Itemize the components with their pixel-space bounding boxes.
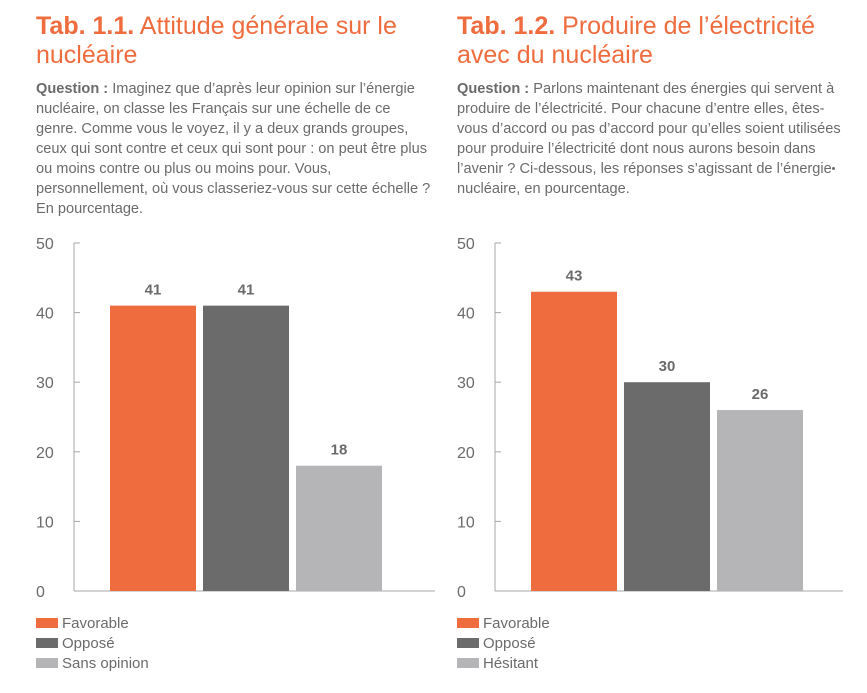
title-text: Attitude générale sur le nucléaire — [36, 12, 397, 69]
bar-value-label: 30 — [659, 358, 676, 375]
legend-label: Sans opinion — [62, 654, 149, 672]
legend-swatch — [36, 638, 58, 648]
question-body: Imaginez que d’après leur opinion sur l’… — [36, 81, 431, 217]
chart-panel-electricite: Tab. 1.2. Produire de l’électricité avec… — [457, 0, 867, 693]
y-tick-label: 30 — [36, 375, 54, 392]
y-tick-label: 10 — [457, 514, 475, 531]
legend-swatch — [36, 658, 58, 668]
question-text: Question : Parlons maintenant des énergi… — [457, 79, 855, 199]
y-tick-label: 20 — [457, 445, 475, 462]
legend-label: Favorable — [483, 614, 550, 632]
bar-value-label: 41 — [238, 282, 255, 299]
bar-chart-attitude: 0 10 20 30 40 50 41 41 18 — [36, 236, 435, 601]
bar-value-label: 26 — [752, 386, 769, 403]
title-text: Produire de l’électricité avec du nucléa… — [457, 12, 816, 69]
bar-value-label: 43 — [566, 268, 583, 285]
legend-label: Opposé — [62, 634, 115, 652]
legend-item: Favorable — [457, 613, 550, 633]
chart-panel-attitude: Tab. 1.1. Attitude générale sur le nuclé… — [36, 0, 451, 693]
question-body: Parlons maintenant des énergies qui serv… — [457, 81, 841, 197]
y-tick-label: 0 — [36, 584, 45, 601]
legend: Favorable Opposé Sans opinion — [36, 613, 149, 673]
legend-label: Opposé — [483, 634, 536, 652]
legend: Favorable Opposé Hésitant — [457, 613, 550, 673]
bar-favorable — [110, 305, 196, 591]
legend-label: Favorable — [62, 614, 129, 632]
legend-item: Favorable — [36, 613, 149, 633]
legend-swatch — [457, 658, 479, 668]
legend-swatch — [36, 618, 58, 628]
question-label: Question : — [457, 81, 530, 97]
table-number: Tab. 1.2. — [457, 12, 556, 40]
y-tick-label: 50 — [457, 236, 475, 253]
table-number: Tab. 1.1. — [36, 12, 135, 40]
chart-title: Tab. 1.1. Attitude générale sur le nuclé… — [36, 12, 441, 70]
legend-item: Sans opinion — [36, 653, 149, 673]
bar-favorable — [531, 291, 617, 591]
legend-item: Opposé — [457, 633, 550, 653]
bar-sans-opinion — [296, 465, 382, 591]
stray-dot — [832, 167, 835, 170]
bar-hésitant — [717, 410, 803, 591]
y-tick-label: 30 — [457, 375, 475, 392]
bar-opposé — [203, 305, 289, 591]
legend-label: Hésitant — [483, 654, 539, 672]
question-label: Question : — [36, 81, 109, 97]
y-tick-label: 50 — [36, 236, 54, 253]
y-tick-label: 40 — [457, 306, 475, 323]
bar-value-label: 41 — [145, 282, 162, 299]
y-tick-label: 20 — [36, 445, 54, 462]
bar-opposé — [624, 382, 710, 591]
y-tick-label: 40 — [36, 306, 54, 323]
legend-item: Hésitant — [457, 653, 550, 673]
legend-item: Opposé — [36, 633, 149, 653]
legend-swatch — [457, 638, 479, 648]
bar-chart-electricite: 0 10 20 30 40 50 43 30 26 — [457, 236, 843, 601]
question-text: Question : Imaginez que d’après leur opi… — [36, 79, 434, 219]
y-tick-label: 0 — [457, 584, 466, 601]
chart-title: Tab. 1.2. Produire de l’électricité avec… — [457, 12, 862, 70]
legend-swatch — [457, 618, 479, 628]
y-tick-label: 10 — [36, 514, 54, 531]
bar-value-label: 18 — [331, 442, 348, 459]
